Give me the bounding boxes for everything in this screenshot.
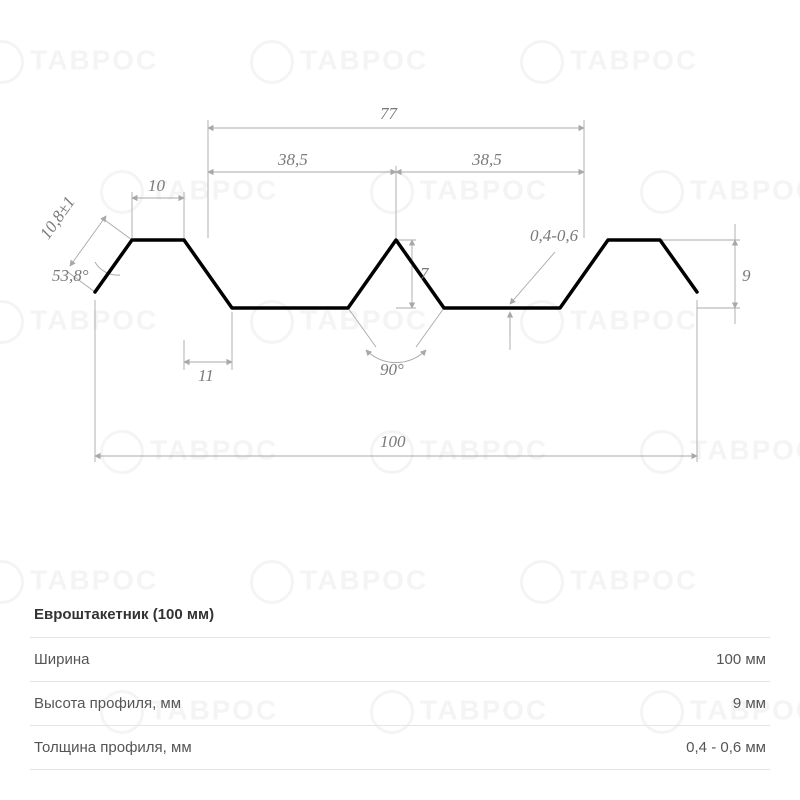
spec-value: 0,4 - 0,6 мм bbox=[686, 739, 766, 756]
spec-row: Толщина профиля, мм 0,4 - 0,6 мм bbox=[30, 725, 770, 770]
dim-11: 11 bbox=[198, 366, 214, 386]
dimension-lines bbox=[65, 120, 740, 462]
spec-value: 100 мм bbox=[716, 651, 766, 668]
spec-row: Ширина 100 мм bbox=[30, 637, 770, 681]
spec-table: Евроштакетник (100 мм) Ширина 100 мм Выс… bbox=[30, 594, 770, 770]
diagram-svg bbox=[40, 60, 760, 480]
dim-10: 10 bbox=[148, 176, 165, 196]
dim-538: 53,8° bbox=[52, 266, 89, 286]
spec-title: Евроштакетник (100 мм) bbox=[30, 594, 770, 637]
dim-7: 7 bbox=[420, 264, 429, 284]
profile-path bbox=[95, 240, 697, 308]
spec-label: Высота профиля, мм bbox=[34, 695, 181, 712]
dim-77: 77 bbox=[380, 104, 397, 124]
dim-9: 9 bbox=[742, 266, 751, 286]
dim-385b: 38,5 bbox=[472, 150, 502, 170]
dim-385a: 38,5 bbox=[278, 150, 308, 170]
spec-value: 9 мм bbox=[733, 695, 766, 712]
spec-label: Ширина bbox=[34, 651, 89, 668]
spec-label: Толщина профиля, мм bbox=[34, 739, 192, 756]
profile-diagram: 77 38,5 38,5 10 10,8±1 53,8° 0,4-0,6 7 9… bbox=[40, 60, 760, 480]
spec-row: Высота профиля, мм 9 мм bbox=[30, 681, 770, 725]
dim-90: 90° bbox=[380, 360, 404, 380]
dim-0406: 0,4-0,6 bbox=[530, 226, 578, 246]
dim-100: 100 bbox=[380, 432, 406, 452]
